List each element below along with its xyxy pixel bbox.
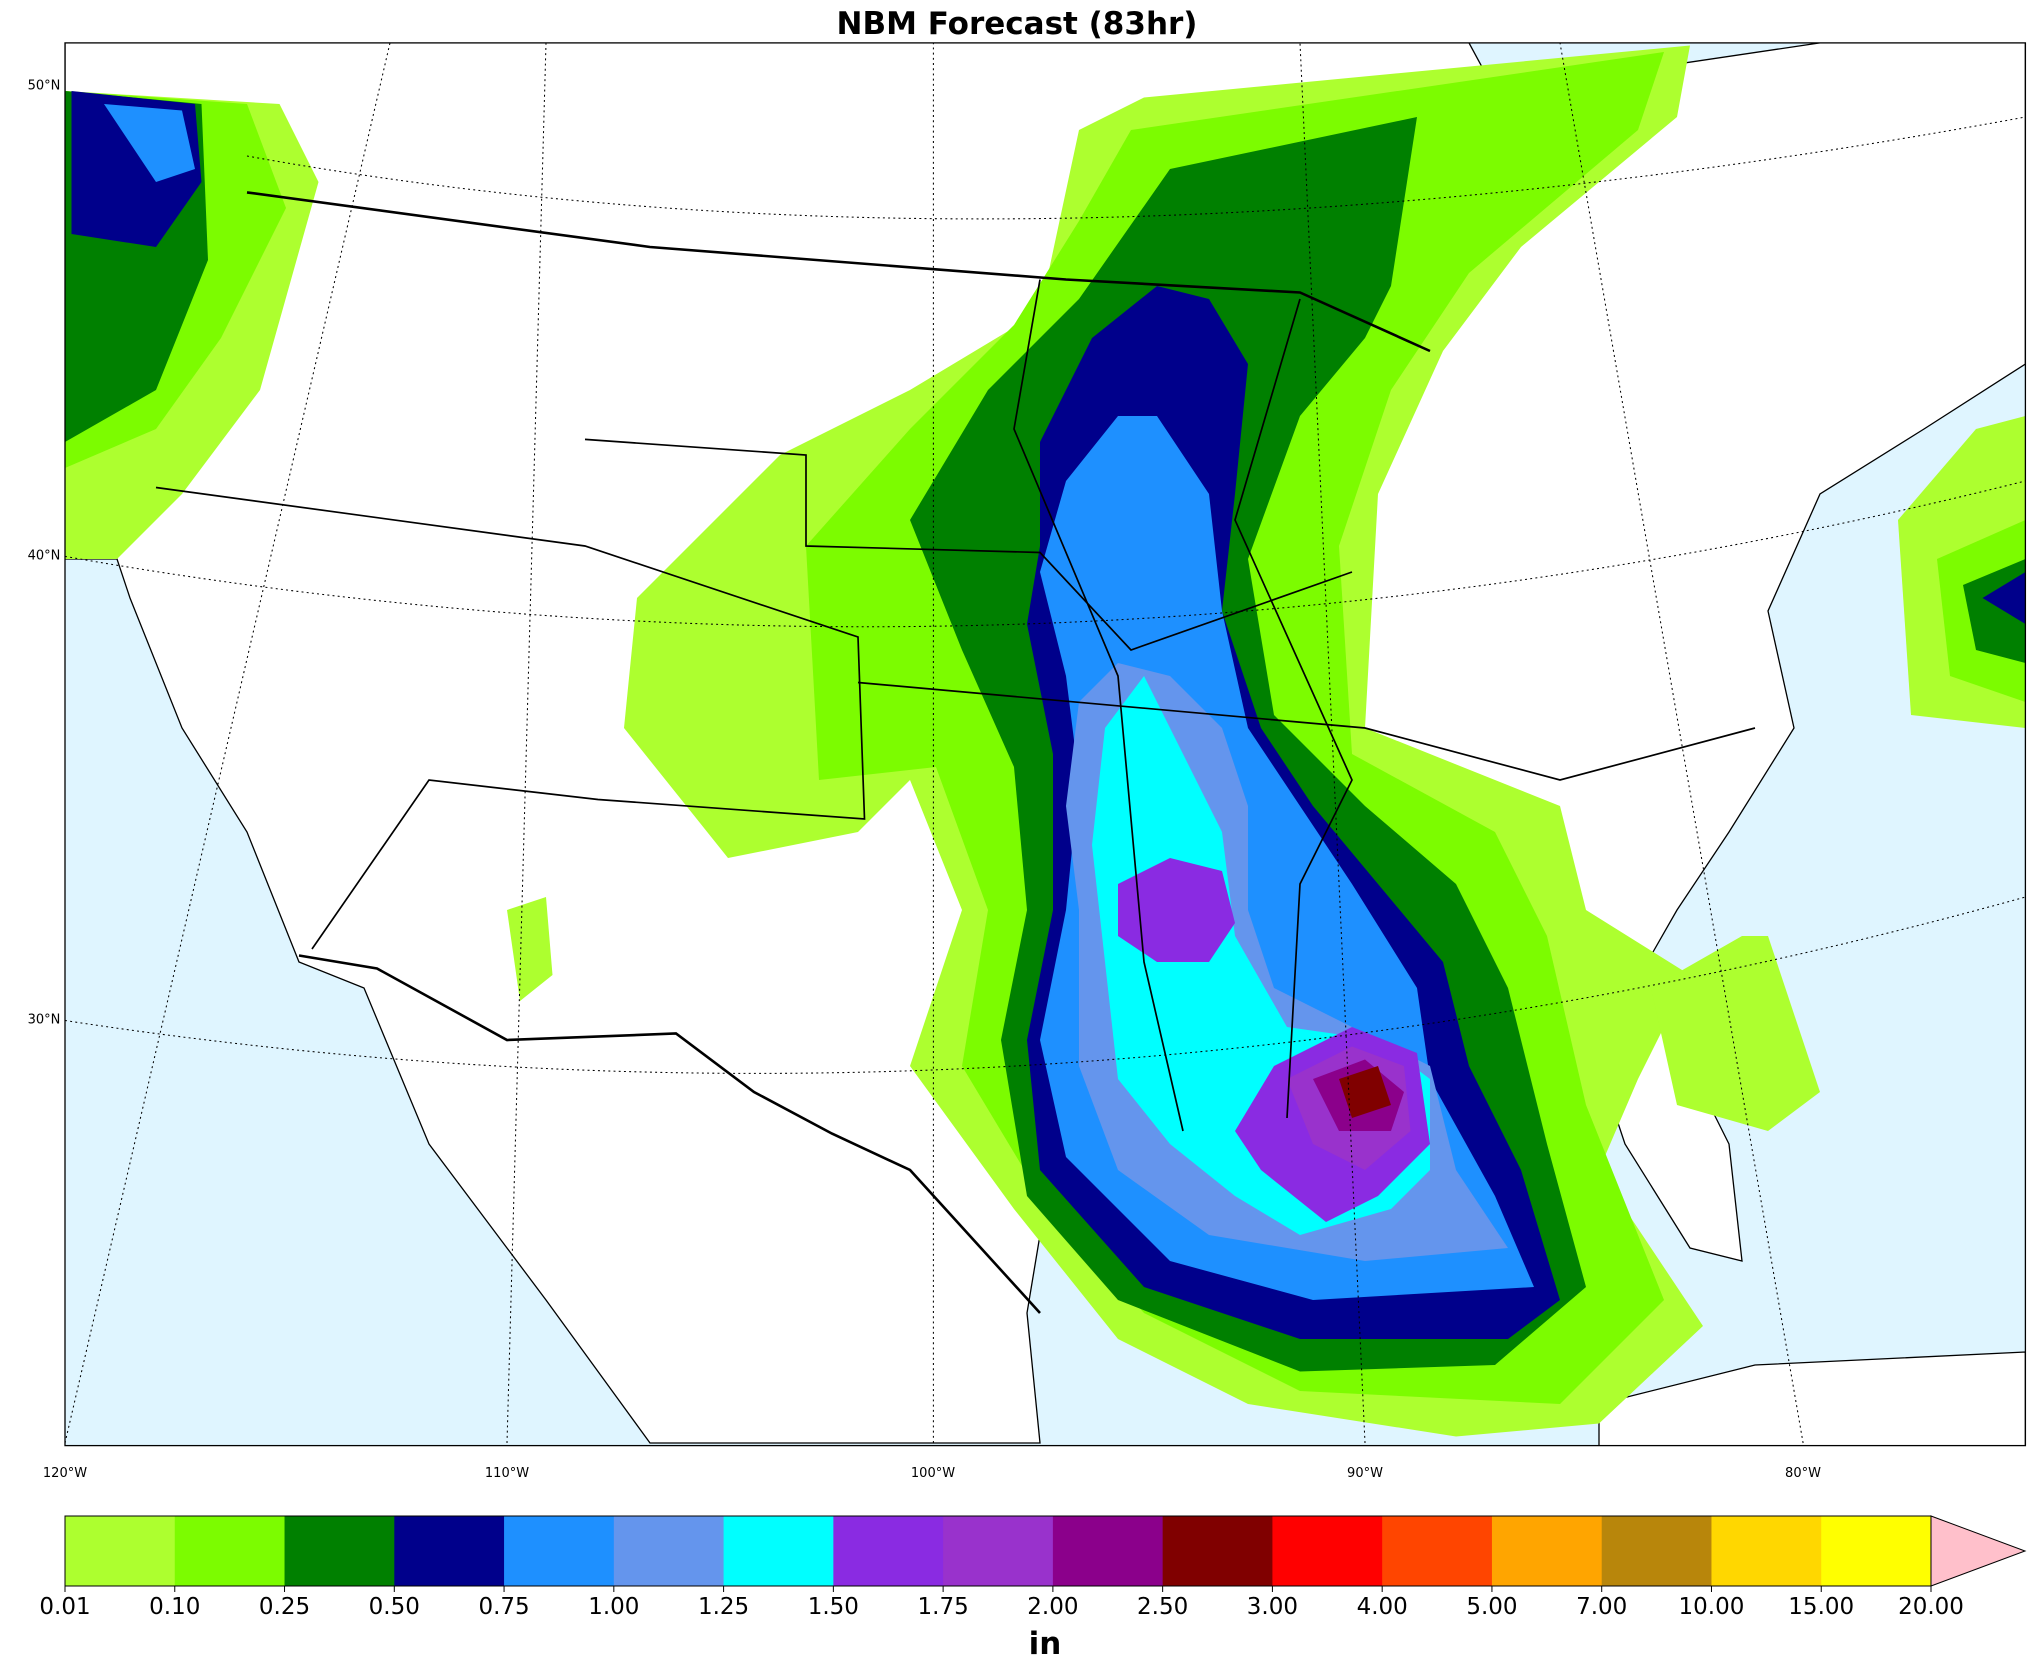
colorbar-tick-label: 7.00 bbox=[1576, 1594, 1627, 1620]
colorbar-tick-label: 2.50 bbox=[1137, 1594, 1188, 1620]
colorbar-tick-label: 1.00 bbox=[588, 1594, 639, 1620]
colorbar-segment bbox=[1272, 1516, 1383, 1586]
colorbar-segment bbox=[723, 1516, 834, 1586]
colorbar-tick-label: 0.50 bbox=[369, 1594, 420, 1620]
map-frame bbox=[64, 42, 2027, 1447]
colorbar-segment bbox=[1382, 1516, 1493, 1586]
colorbar-segment bbox=[613, 1516, 725, 1586]
map-labels: 50°N 40°N 30°N 120°W 110°W 100°W 90°W 80°W bbox=[28, 79, 1821, 1482]
colorbar-segment bbox=[504, 1516, 615, 1586]
latitude-label: 30°N bbox=[28, 1013, 61, 1028]
longitude-label: 80°W bbox=[1785, 1466, 1821, 1481]
colorbar-tick-label: 15.00 bbox=[1788, 1594, 1854, 1620]
colorbar-tick-label: 1.25 bbox=[698, 1594, 749, 1620]
colorbar: 0.01 0.10 0.25 0.50 0.75 1.00 1.25 1.50 1.75 2.00… bbox=[39, 1515, 2027, 1620]
colorbar-extend bbox=[1930, 1515, 2027, 1587]
colorbar-segment bbox=[943, 1516, 1054, 1586]
colorbar-frame bbox=[64, 1515, 1932, 1587]
colorbar-segment bbox=[1491, 1516, 1603, 1586]
latitude-label: 40°N bbox=[28, 549, 61, 564]
graticule bbox=[64, 42, 2026, 1444]
longitude-label: 120°W bbox=[43, 1466, 87, 1481]
colorbar-tick-label: 20.00 bbox=[1898, 1594, 1964, 1620]
colorbar-segment bbox=[1821, 1516, 1932, 1586]
colorbar-segment bbox=[394, 1516, 505, 1586]
land bbox=[1598, 1351, 2026, 1446]
colorbar-segment bbox=[833, 1516, 944, 1586]
colorbar-tick-label: 0.01 bbox=[39, 1594, 90, 1620]
colorbar-tick-label: 0.10 bbox=[149, 1594, 200, 1620]
longitude-label: 90°W bbox=[1347, 1466, 1383, 1481]
colorbar-segment bbox=[1052, 1516, 1164, 1586]
longitude-label: 100°W bbox=[911, 1466, 955, 1481]
longitude-label: 110°W bbox=[485, 1466, 529, 1481]
colorbar-tick-label: 3.00 bbox=[1247, 1594, 1298, 1620]
colorbar-segment bbox=[1711, 1516, 1822, 1586]
colorbar-tick-label: 0.75 bbox=[478, 1594, 529, 1620]
title: NBM Forecast (83hr) bbox=[837, 6, 1198, 42]
borders bbox=[155, 191, 1756, 1314]
colorbar-segment bbox=[65, 1516, 176, 1586]
map bbox=[64, 42, 2027, 1447]
colorbar-segment bbox=[174, 1516, 286, 1586]
colorbar-tick-label: 1.50 bbox=[808, 1594, 859, 1620]
colorbar-segment bbox=[1601, 1516, 1712, 1586]
colorbar-tick-label: 2.00 bbox=[1027, 1594, 1078, 1620]
colorbar-tick-label: 4.00 bbox=[1357, 1594, 1408, 1620]
latitude-label: 50°N bbox=[28, 79, 61, 94]
colorbar-segment bbox=[284, 1516, 395, 1586]
colorbar-segment bbox=[1162, 1516, 1273, 1586]
colorbar-tick-label: 1.75 bbox=[918, 1594, 969, 1620]
colorbar-tick-label: 5.00 bbox=[1466, 1594, 1517, 1620]
colorbar-label: in bbox=[1029, 1626, 1062, 1662]
colorbar-tick-label: 10.00 bbox=[1679, 1594, 1745, 1620]
colorbar-tick-label: 0.25 bbox=[259, 1594, 310, 1620]
